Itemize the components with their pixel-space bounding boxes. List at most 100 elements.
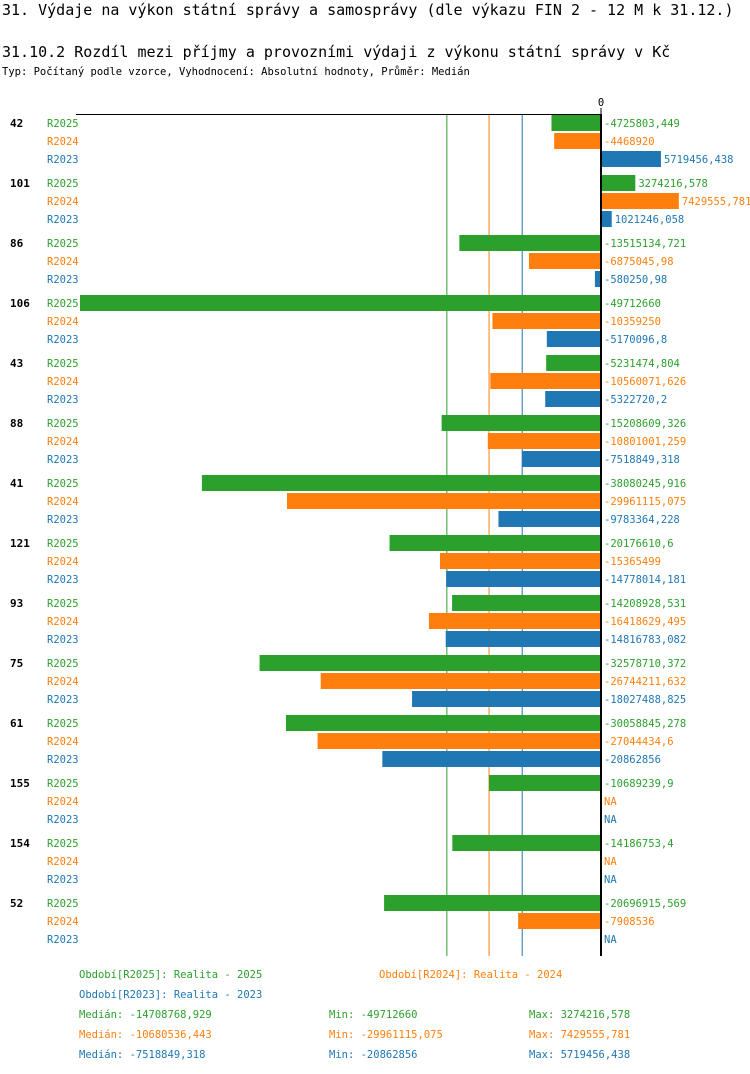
- series-label-r2025: R2025: [47, 118, 79, 130]
- group-label: 121: [10, 537, 30, 550]
- bar-75-r2023: [412, 691, 601, 707]
- group-label: 41: [10, 477, 24, 490]
- series-label-r2023: R2023: [47, 394, 79, 406]
- value-label: NA: [604, 856, 617, 868]
- group-label: 101: [10, 177, 30, 190]
- value-label: -13515134,721: [604, 238, 686, 250]
- series-label-r2024: R2024: [47, 916, 79, 928]
- value-label: -30058845,278: [604, 718, 686, 730]
- value-label: NA: [604, 796, 617, 808]
- bar-154-r2025: [452, 835, 601, 851]
- series-label-r2025: R2025: [47, 418, 79, 430]
- group-label: 106: [10, 297, 30, 310]
- stat-min-r2023: Min: -20862856: [329, 1049, 418, 1061]
- bar-42-r2024: [554, 133, 601, 149]
- bar-75-r2025: [259, 655, 601, 671]
- value-label: NA: [604, 934, 617, 946]
- value-label: 7429555,781: [682, 196, 750, 208]
- bar-86-r2024: [528, 253, 601, 269]
- value-label: -14816783,082: [604, 634, 686, 646]
- series-label-r2024: R2024: [47, 736, 79, 748]
- value-label: 5719456,438: [664, 154, 734, 166]
- value-label: -9783364,228: [604, 514, 680, 526]
- zero-tick-label: 0: [598, 97, 604, 109]
- series-label-r2023: R2023: [47, 754, 79, 766]
- chart-meta: Typ: Počítaný podle vzorce, Vyhodnocení:…: [2, 66, 470, 78]
- bar-52-r2025: [384, 895, 601, 911]
- series-label-r2024: R2024: [47, 856, 79, 868]
- bar-121-r2023: [446, 571, 601, 587]
- group-label: 61: [10, 717, 24, 730]
- series-label-r2025: R2025: [47, 478, 79, 490]
- value-label: 1021246,058: [615, 214, 685, 226]
- bar-86-r2025: [459, 235, 601, 251]
- value-label: -26744211,632: [604, 676, 686, 688]
- value-label: 3274216,578: [638, 178, 708, 190]
- series-label-r2024: R2024: [47, 616, 79, 628]
- series-label-r2023: R2023: [47, 274, 79, 286]
- bar-52-r2024: [518, 913, 601, 929]
- stat-min-r2025: Min: -49712660: [329, 1009, 418, 1021]
- series-label-r2024: R2024: [47, 436, 79, 448]
- series-label-r2024: R2024: [47, 376, 79, 388]
- bar-41-r2024: [287, 493, 601, 509]
- bar-93-r2025: [452, 595, 601, 611]
- value-label: -38080245,916: [604, 478, 686, 490]
- bar-101-r2025: [601, 175, 636, 191]
- stat-max-r2024: Max: 7429555,781: [529, 1029, 631, 1041]
- bar-88-r2023: [522, 451, 601, 467]
- legend-period-r2025: Období[R2025]: Realita - 2025: [79, 969, 263, 981]
- value-label: -20696915,569: [604, 898, 686, 910]
- series-label-r2024: R2024: [47, 256, 79, 268]
- group-label: 75: [10, 657, 23, 670]
- value-label: -14186753,4: [604, 838, 674, 850]
- series-label-r2025: R2025: [47, 298, 79, 310]
- series-label-r2024: R2024: [47, 796, 79, 808]
- value-label: -29961115,075: [604, 496, 686, 508]
- series-label-r2025: R2025: [47, 718, 79, 730]
- bar-42-r2023: [601, 151, 661, 167]
- series-label-r2023: R2023: [47, 874, 79, 886]
- value-label: -14778014,181: [604, 574, 686, 586]
- series-label-r2025: R2025: [47, 658, 79, 670]
- series-label-r2023: R2023: [47, 934, 79, 946]
- value-label: -10689239,9: [604, 778, 674, 790]
- bar-42-r2025: [551, 115, 601, 131]
- value-label: NA: [604, 814, 617, 826]
- bar-106-r2023: [546, 331, 601, 347]
- series-label-r2024: R2024: [47, 496, 79, 508]
- stat-median-r2023: Medián: -7518849,318: [79, 1049, 206, 1061]
- legend-period-r2024: Období[R2024]: Realita - 2024: [379, 969, 563, 981]
- bar-43-r2024: [490, 373, 601, 389]
- bar-106-r2025: [80, 295, 601, 311]
- bar-41-r2025: [201, 475, 602, 491]
- series-label-r2025: R2025: [47, 898, 79, 910]
- bar-43-r2023: [545, 391, 601, 407]
- series-label-r2024: R2024: [47, 316, 79, 328]
- value-label: -32578710,372: [604, 658, 686, 670]
- group-label: 88: [10, 417, 23, 430]
- value-label: -580250,98: [604, 274, 667, 286]
- series-label-r2023: R2023: [47, 574, 79, 586]
- value-label: NA: [604, 874, 617, 886]
- group-label: 42: [10, 117, 23, 130]
- bar-121-r2024: [439, 553, 601, 569]
- group-label: 154: [10, 837, 30, 850]
- bar-101-r2024: [601, 193, 679, 209]
- series-label-r2024: R2024: [47, 196, 79, 208]
- group-label: 86: [10, 237, 24, 250]
- value-label: -20176610,6: [604, 538, 674, 550]
- series-label-r2023: R2023: [47, 454, 79, 466]
- bar-93-r2023: [445, 631, 601, 647]
- value-label: -10359250: [604, 316, 661, 328]
- bar-88-r2025: [441, 415, 601, 431]
- series-label-r2023: R2023: [47, 814, 79, 826]
- value-label: -5170096,8: [604, 334, 667, 346]
- chart-subtitle: 31.10.2 Rozdíl mezi příjmy a provozními …: [2, 43, 671, 61]
- stat-max-r2023: Max: 5719456,438: [529, 1049, 631, 1061]
- value-label: -7518849,318: [604, 454, 680, 466]
- group-label: 52: [10, 897, 23, 910]
- legend-period-r2023: Období[R2023]: Realita - 2023: [79, 989, 263, 1001]
- stat-median-r2025: Medián: -14708768,929: [79, 1009, 212, 1021]
